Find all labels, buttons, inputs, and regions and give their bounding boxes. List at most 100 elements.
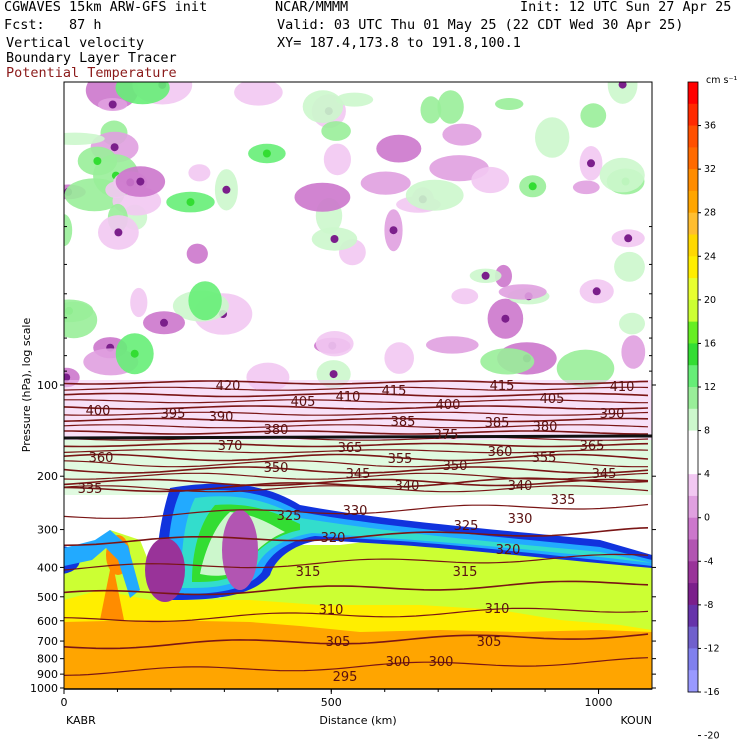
colorbar-swatch xyxy=(688,517,698,540)
theta-contour-340 xyxy=(64,478,649,487)
field-boundary-layer-tracer: Boundary Layer Tracer xyxy=(6,50,177,66)
velocity-cell xyxy=(323,143,351,176)
theta-contour-380 xyxy=(64,430,648,435)
theta-contour-360 xyxy=(64,453,649,462)
x-tick-label: 0 xyxy=(61,696,68,709)
velocity-cell xyxy=(614,251,645,282)
theta-contour-395 xyxy=(64,411,649,416)
theta-label: 300 xyxy=(429,655,454,670)
theta-label: 365 xyxy=(338,441,363,456)
velocity-field xyxy=(64,82,652,689)
y-tick-label: 600 xyxy=(37,615,58,628)
velocity-core xyxy=(160,318,168,327)
org-label: NCAR/MMMM xyxy=(275,0,349,15)
velocity-cell xyxy=(426,336,479,354)
colorbar-swatch xyxy=(688,103,698,127)
colorbar-swatch xyxy=(688,474,698,497)
x-end-left: KABR xyxy=(66,714,96,727)
colorbar-label: 16 xyxy=(704,338,716,349)
valid-time: Valid: 03 UTC Thu 01 May 25 (22 CDT Wed … xyxy=(277,17,684,33)
theta-label: 325 xyxy=(277,509,302,524)
velocity-core xyxy=(108,100,117,109)
theta-contour-365 xyxy=(64,449,649,454)
colorbar-swatch xyxy=(688,452,698,475)
colorbar-label: 28 xyxy=(704,208,716,219)
theta-label: 335 xyxy=(78,482,103,497)
velocity-cell xyxy=(556,349,615,388)
x-axis: 0 500 1000 xyxy=(61,689,613,709)
theta-contour-420 xyxy=(64,380,649,385)
velocity-core xyxy=(186,198,195,207)
theta-contour-410 xyxy=(64,392,649,398)
forecast-hour: Fcst: 87 h xyxy=(4,17,102,33)
field-potential-temperature: Potential Temperature xyxy=(6,65,177,81)
velocity-core xyxy=(481,271,490,280)
velocity-cell xyxy=(420,96,442,124)
velocity-cell xyxy=(335,92,374,107)
theta-label: 305 xyxy=(477,635,502,650)
theta-label: 380 xyxy=(264,423,289,438)
y-tick-label: 500 xyxy=(37,591,58,604)
colorbar-swatch xyxy=(688,321,698,344)
velocity-core xyxy=(528,182,537,191)
velocity-cell xyxy=(294,182,351,212)
theta-label: 350 xyxy=(264,461,289,476)
velocity-cell xyxy=(64,214,73,247)
colorbar-swatch xyxy=(688,495,698,519)
x-tick-label: 1000 xyxy=(585,696,613,709)
velocity-core xyxy=(389,226,398,235)
colorbar-swatch xyxy=(688,561,698,584)
init-time: Init: 12 UTC Sun 27 Apr 25 xyxy=(520,0,732,15)
theta-label: 385 xyxy=(391,415,416,430)
velocity-cell xyxy=(376,134,422,163)
theta-label: 410 xyxy=(610,380,635,395)
velocity-cell xyxy=(442,123,482,146)
colorbar-swatch xyxy=(688,343,698,366)
theta-label: 340 xyxy=(395,479,420,494)
velocity-core xyxy=(64,373,71,382)
colorbar-swatch xyxy=(688,190,698,214)
velocity-cell xyxy=(384,342,415,374)
y-tick-label: 900 xyxy=(37,668,58,681)
theta-label: 330 xyxy=(508,512,533,527)
velocity-core xyxy=(501,314,510,323)
y-tick-label: 300 xyxy=(37,524,58,537)
title: CGWAVES 15km ARW-GFS init xyxy=(4,0,208,15)
colorbar-unit: cm s⁻¹ xyxy=(706,75,737,86)
theta-contour-350 xyxy=(64,466,649,474)
velocity-cell xyxy=(572,180,600,195)
theta-contour-295 xyxy=(64,657,649,676)
velocity-cell xyxy=(188,164,211,182)
x-axis-label: Distance (km) xyxy=(319,714,396,727)
theta-label: 390 xyxy=(600,407,625,422)
theta-label: 330 xyxy=(343,504,368,519)
colorbar-label: -16 xyxy=(704,687,720,698)
colorbar-swatch xyxy=(688,147,698,170)
theta-label: 390 xyxy=(209,410,234,425)
colorbar-swatch xyxy=(688,670,698,693)
theta-contour-370 xyxy=(64,442,649,448)
theta-contour-400 xyxy=(64,405,649,410)
colorbar-swatch xyxy=(688,365,698,388)
colorbar-label: 4 xyxy=(704,469,710,480)
velocity-cell xyxy=(619,312,645,335)
colorbar-swatch xyxy=(688,648,698,671)
colorbar-swatch xyxy=(688,539,698,562)
theta-label: 345 xyxy=(592,467,617,482)
velocity-cell xyxy=(115,82,170,105)
colorbar-swatch xyxy=(688,82,698,105)
y-tick-label: 100 xyxy=(37,379,58,392)
velocity-core xyxy=(330,235,339,243)
colorbar-swatch xyxy=(688,430,698,453)
colorbar-label: 24 xyxy=(704,251,716,262)
theta-label: 310 xyxy=(485,602,510,617)
velocity-core xyxy=(93,157,102,165)
theta-label: 335 xyxy=(551,493,576,508)
y-tick-label: 800 xyxy=(37,653,58,666)
theta-label: 420 xyxy=(216,379,241,394)
theta-label: 395 xyxy=(161,407,186,422)
velocity-core xyxy=(110,143,119,152)
velocity-core xyxy=(130,349,139,358)
